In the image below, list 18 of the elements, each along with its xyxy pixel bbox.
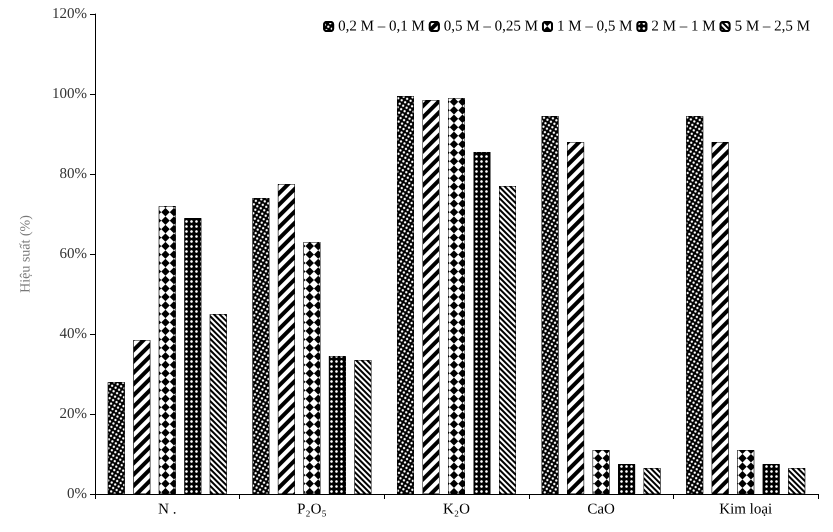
y-tick-label: 20% (60, 406, 87, 422)
y-tick-label: 120% (52, 6, 87, 22)
y-axis-title: Hiệu suất (%) (18, 214, 34, 293)
legend-label: 5 M – 2,5 M (734, 18, 810, 34)
x-tick-label: K₂O (443, 502, 470, 518)
x-tick-label: Kim loại (719, 502, 772, 518)
legend-label: 0,5 M – 0,25 M (444, 18, 538, 34)
y-tick-label: 40% (60, 326, 87, 342)
legend-label: 1 M – 0,5 M (556, 18, 632, 34)
x-tick-label: P₂O₅ (297, 502, 327, 518)
y-tick-label: 80% (60, 166, 87, 182)
y-tick-label: 60% (60, 246, 87, 262)
legend-label: 2 M – 1 M (651, 18, 716, 34)
x-tick-label: CaO (587, 502, 616, 518)
y-tick-label: 0% (67, 486, 87, 502)
y-tick-label: 100% (52, 86, 87, 102)
legend-label: 0,2 M – 0,1 M (338, 18, 425, 34)
x-tick-label: N . (158, 502, 176, 518)
